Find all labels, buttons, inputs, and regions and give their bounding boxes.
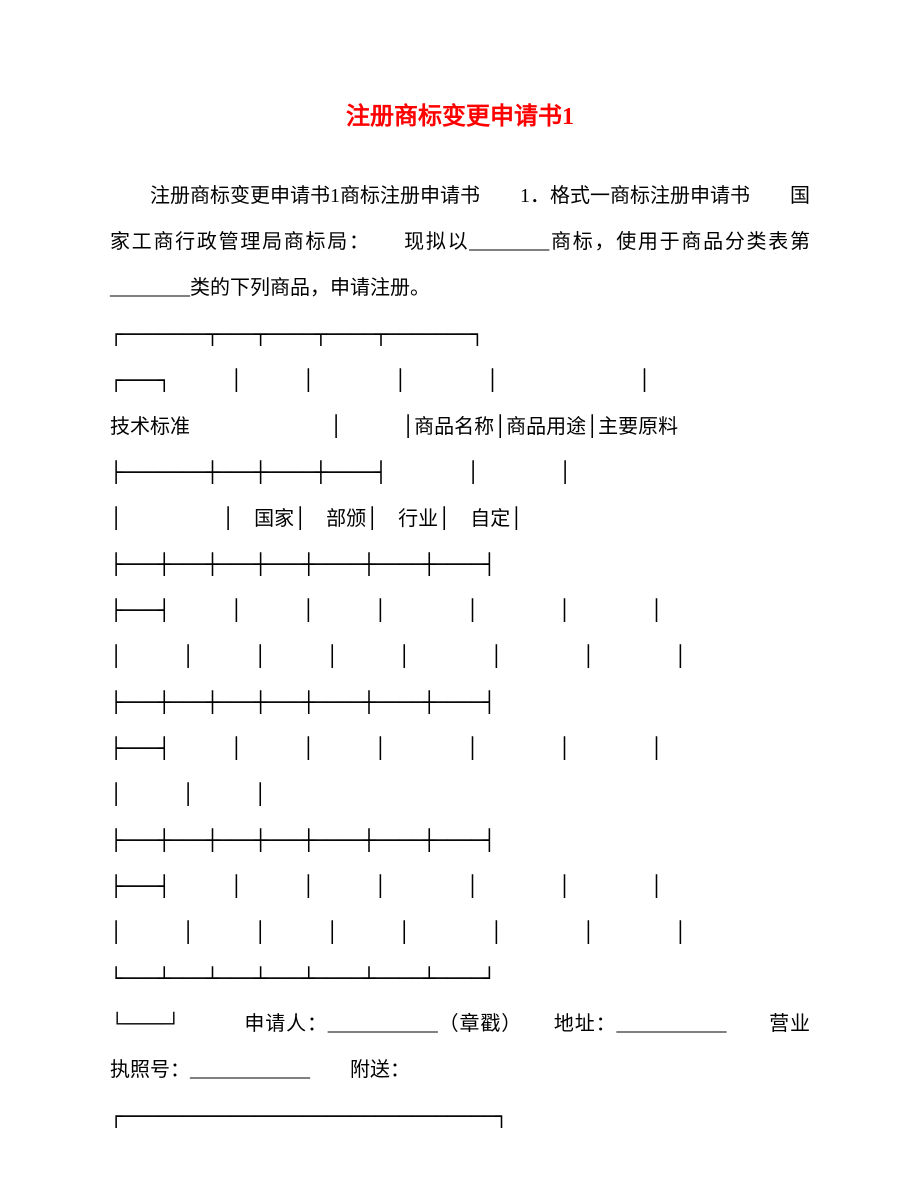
table-subheader-row: │ │ 国家│ 部颁│ 行业│ 自定│	[110, 495, 810, 541]
table-row-1b: │ │ │ │ │ │ │ │	[110, 633, 810, 679]
bottom-border: ┌───────────────────────────────┐	[110, 1093, 810, 1139]
table-row-2a: ├───┤ │ │ │ │ │ │	[110, 725, 810, 771]
table-border-4: ├───┼───┼───┼───┼────┼────┼────┤	[110, 679, 810, 725]
table-header-row: 技术标准 │ │商品名称│商品用途│主要原料	[110, 403, 810, 449]
table-border-5: ├───┼───┼───┼───┼────┼────┼────┤	[110, 817, 810, 863]
table-border-top: ┌───────┬───┬────┬────┬───────┐	[110, 311, 810, 357]
table-row-2b: │ │ │	[110, 771, 810, 817]
document-title: 注册商标变更申请书1	[110, 90, 810, 145]
intro-paragraph: 注册商标变更申请书1商标注册申请书 1．格式一商标注册申请书 国家工商行政管理局…	[110, 173, 810, 311]
table-row-3a: ├───┤ │ │ │ │ │ │	[110, 863, 810, 909]
table-row-3b: │ │ │ │ │ │ │ │	[110, 909, 810, 955]
table-border-3: ├───┼───┼───┼───┼────┼────┼────┤	[110, 541, 810, 587]
table-border-2: ├───────┼───┼────┼────┤ │ │	[110, 449, 810, 495]
table-row-spacer-1: ┌───┐ │ │ │ │ │	[110, 357, 810, 403]
table-border-bottom: └───┴───┴───┴───┴────┴────┴────┘	[110, 955, 810, 1001]
table-row-1a: ├───┤ │ │ │ │ │ │	[110, 587, 810, 633]
signature-line: └───┘ 申请人：___________（章戳） 地址：___________…	[110, 1001, 810, 1093]
